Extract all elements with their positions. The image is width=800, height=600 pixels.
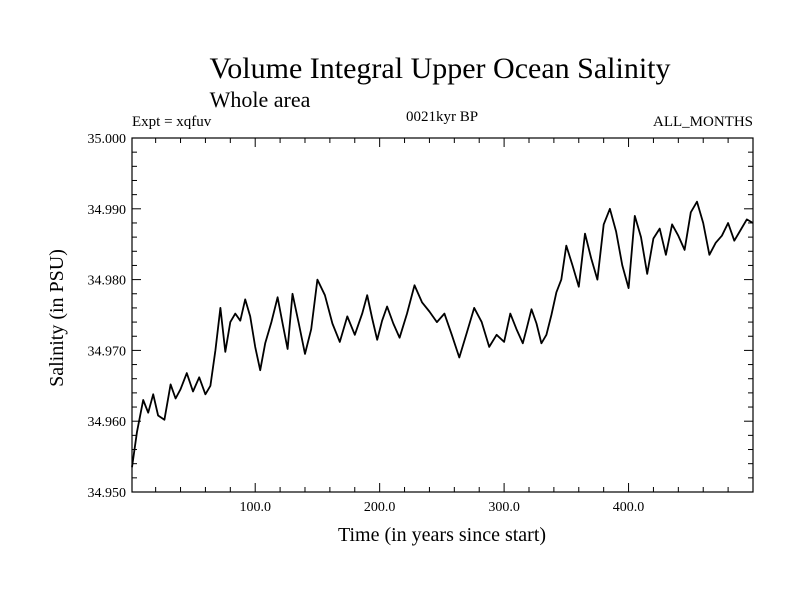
period-label: 0021kyr BP: [406, 109, 478, 125]
x-axis-label: Time (in years since start): [338, 524, 546, 546]
chart-subtitle: Whole area: [210, 87, 311, 112]
y-tick-label: 34.980: [88, 274, 127, 289]
tick-labels: 100.0 200.0 300.0 400.0 34.950 34.960 34.970 34…: [88, 132, 645, 515]
chart-title: Volume Integral Upper Ocean Salinity: [210, 52, 671, 85]
x-tick-label: 300.0: [488, 500, 520, 515]
y-tick-label: 35.000: [88, 132, 127, 147]
y-tick-label: 34.990: [88, 203, 127, 218]
experiment-label: Expt = xqfuv: [132, 114, 212, 130]
y-axis-label: Salinity (in PSU): [46, 249, 68, 387]
y-tick-label: 34.950: [88, 486, 127, 501]
x-tick-label: 100.0: [239, 500, 271, 515]
plot-frame: [131, 137, 754, 493]
salinity-series-line: [131, 200, 754, 468]
months-label: ALL_MONTHS: [653, 114, 753, 130]
axis-ticks: [132, 137, 753, 493]
x-tick-label: 200.0: [364, 500, 396, 515]
y-tick-label: 34.970: [88, 344, 127, 359]
y-tick-label: 34.960: [88, 415, 127, 430]
x-tick-label: 400.0: [613, 500, 645, 515]
